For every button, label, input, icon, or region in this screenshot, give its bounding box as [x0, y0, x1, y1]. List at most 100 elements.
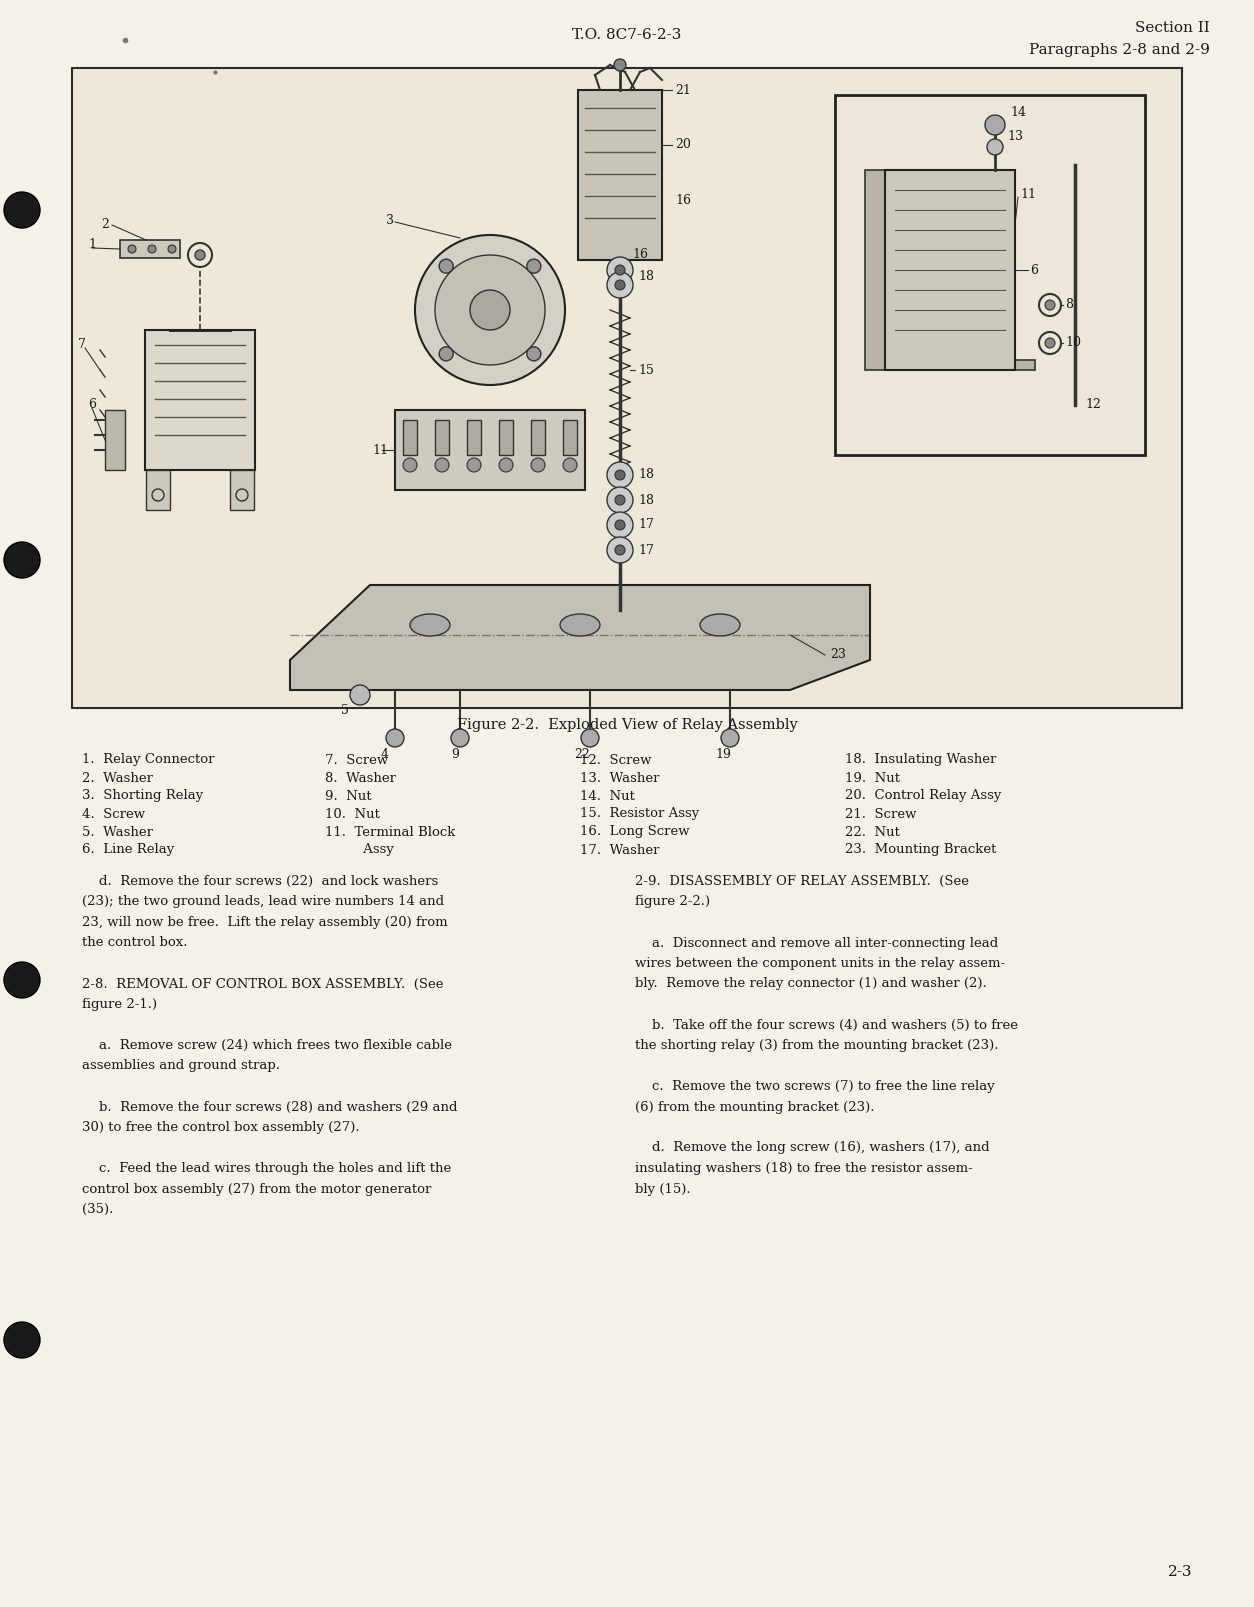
- Bar: [120, 239, 181, 259]
- Text: 1.  Relay Connector: 1. Relay Connector: [82, 754, 214, 767]
- Text: bly (15).: bly (15).: [635, 1183, 691, 1196]
- Text: 20: 20: [675, 138, 691, 151]
- Circle shape: [439, 347, 453, 362]
- Circle shape: [563, 458, 577, 472]
- Circle shape: [499, 458, 513, 472]
- Circle shape: [168, 244, 176, 252]
- Bar: [578, 90, 662, 260]
- Circle shape: [4, 1323, 40, 1358]
- Ellipse shape: [410, 614, 450, 636]
- Text: 7.  Screw: 7. Screw: [325, 754, 389, 767]
- Circle shape: [614, 280, 624, 289]
- Text: 5.  Washer: 5. Washer: [82, 826, 153, 839]
- Text: 22: 22: [574, 749, 589, 762]
- Text: 11: 11: [372, 444, 387, 456]
- Text: 11: 11: [1020, 188, 1036, 201]
- Circle shape: [1045, 301, 1055, 310]
- Text: Figure 2-2.  Exploded View of Relay Assembly: Figure 2-2. Exploded View of Relay Assem…: [456, 718, 798, 733]
- Text: the control box.: the control box.: [82, 937, 188, 950]
- Text: 22.  Nut: 22. Nut: [845, 826, 900, 839]
- Circle shape: [614, 521, 624, 530]
- Circle shape: [4, 963, 40, 998]
- Circle shape: [614, 469, 624, 480]
- Text: c.  Feed the lead wires through the holes and lift the: c. Feed the lead wires through the holes…: [82, 1162, 451, 1175]
- Ellipse shape: [561, 614, 599, 636]
- Text: Assy: Assy: [325, 844, 394, 857]
- Text: 30) to free the control box assembly (27).: 30) to free the control box assembly (27…: [82, 1122, 360, 1135]
- Text: b.  Take off the four screws (4) and washers (5) to free: b. Take off the four screws (4) and wash…: [635, 1019, 1018, 1032]
- Circle shape: [607, 487, 633, 513]
- Bar: [229, 469, 255, 509]
- Text: 9: 9: [451, 749, 459, 762]
- Circle shape: [614, 495, 624, 505]
- Ellipse shape: [700, 614, 740, 636]
- Bar: [145, 469, 171, 509]
- Circle shape: [614, 265, 624, 275]
- Text: 17: 17: [638, 543, 653, 556]
- Text: 3.  Shorting Relay: 3. Shorting Relay: [82, 789, 203, 802]
- Text: 16: 16: [632, 249, 648, 262]
- Circle shape: [721, 730, 739, 747]
- Circle shape: [607, 461, 633, 489]
- Text: 16: 16: [675, 193, 691, 207]
- Text: 2-8.  REMOVAL OF CONTROL BOX ASSEMBLY.  (See: 2-8. REMOVAL OF CONTROL BOX ASSEMBLY. (S…: [82, 977, 444, 990]
- Text: 10: 10: [1065, 336, 1081, 349]
- Bar: [395, 410, 586, 490]
- Text: c.  Remove the two screws (7) to free the line relay: c. Remove the two screws (7) to free the…: [635, 1080, 994, 1093]
- Circle shape: [984, 116, 1004, 135]
- Circle shape: [148, 244, 155, 252]
- Circle shape: [386, 730, 404, 747]
- Circle shape: [415, 235, 566, 386]
- Text: 13.  Washer: 13. Washer: [581, 771, 660, 784]
- Text: figure 2-1.): figure 2-1.): [82, 998, 157, 1011]
- Text: figure 2-2.): figure 2-2.): [635, 895, 710, 908]
- Text: 18: 18: [638, 469, 655, 482]
- Text: 16.  Long Screw: 16. Long Screw: [581, 826, 690, 839]
- Polygon shape: [290, 585, 870, 689]
- Text: bly.  Remove the relay connector (1) and washer (2).: bly. Remove the relay connector (1) and …: [635, 977, 987, 990]
- Circle shape: [527, 347, 540, 362]
- Text: 23.  Mounting Bracket: 23. Mounting Bracket: [845, 844, 997, 857]
- Bar: [71, 67, 1183, 709]
- Text: b.  Remove the four screws (28) and washers (29 and: b. Remove the four screws (28) and washe…: [82, 1101, 458, 1114]
- Text: 17: 17: [638, 519, 653, 532]
- Circle shape: [439, 259, 453, 273]
- Text: 4: 4: [381, 749, 389, 762]
- Circle shape: [435, 256, 545, 365]
- Text: 13: 13: [1007, 130, 1023, 143]
- Text: 18.  Insulating Washer: 18. Insulating Washer: [845, 754, 997, 767]
- Text: (6) from the mounting bracket (23).: (6) from the mounting bracket (23).: [635, 1101, 874, 1114]
- Text: 12: 12: [1085, 399, 1101, 411]
- Circle shape: [614, 59, 626, 71]
- Text: 18: 18: [638, 493, 655, 506]
- Circle shape: [607, 272, 633, 297]
- Circle shape: [607, 257, 633, 283]
- Circle shape: [4, 191, 40, 228]
- Circle shape: [435, 458, 449, 472]
- Text: 10.  Nut: 10. Nut: [325, 807, 380, 821]
- Bar: [466, 419, 482, 455]
- Text: control box assembly (27) from the motor generator: control box assembly (27) from the motor…: [82, 1183, 431, 1196]
- Text: 1: 1: [88, 238, 97, 252]
- Bar: [499, 419, 513, 455]
- Text: (23); the two ground leads, lead wire numbers 14 and: (23); the two ground leads, lead wire nu…: [82, 895, 444, 908]
- Text: 3: 3: [386, 214, 394, 227]
- Text: 18: 18: [638, 270, 655, 283]
- Text: 4.  Screw: 4. Screw: [82, 807, 145, 821]
- Circle shape: [1045, 337, 1055, 349]
- Text: T.O. 8C7-6-2-3: T.O. 8C7-6-2-3: [572, 27, 682, 42]
- Circle shape: [470, 289, 510, 329]
- Text: 19.  Nut: 19. Nut: [845, 771, 900, 784]
- Text: a.  Disconnect and remove all inter-connecting lead: a. Disconnect and remove all inter-conne…: [635, 937, 998, 950]
- Text: 9.  Nut: 9. Nut: [325, 789, 371, 802]
- Text: 23, will now be free.  Lift the relay assembly (20) from: 23, will now be free. Lift the relay ass…: [82, 916, 448, 929]
- Circle shape: [581, 730, 599, 747]
- Circle shape: [403, 458, 418, 472]
- Text: 7: 7: [78, 339, 87, 352]
- Bar: [403, 419, 418, 455]
- Circle shape: [527, 259, 540, 273]
- Text: 19: 19: [715, 749, 731, 762]
- Text: wires between the component units in the relay assem-: wires between the component units in the…: [635, 958, 1006, 971]
- Text: 12.  Screw: 12. Screw: [581, 754, 652, 767]
- Text: 2: 2: [102, 219, 109, 231]
